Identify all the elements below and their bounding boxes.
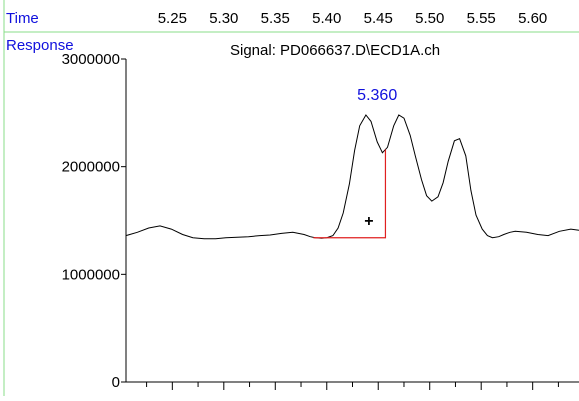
annotations: 5.360 + — [357, 87, 397, 230]
y-tick-label: 0 — [112, 374, 120, 391]
x-tick-label: 5.45 — [364, 10, 393, 27]
x-tick-label: 5.40 — [312, 10, 341, 27]
x-tick-labels: 5.25 5.30 5.35 5.40 5.45 5.50 5.55 5.60 — [158, 10, 548, 27]
time-label: Time — [6, 10, 39, 27]
chart-title: Signal: PD066637.D\ECD1A.ch — [230, 42, 440, 59]
y-tick-label: 1000000 — [62, 266, 120, 283]
crosshair-marker: + — [364, 213, 373, 230]
x-tick-label: 5.60 — [518, 10, 547, 27]
y-tick-label: 2000000 — [62, 159, 120, 176]
x-tick-label: 5.25 — [158, 10, 187, 27]
peak-label: 5.360 — [357, 87, 397, 104]
y-tick-label: 3000000 — [62, 51, 120, 68]
y-axis-ticks: 0 1000000 2000000 3000000 — [62, 51, 126, 391]
x-tick-label: 5.30 — [209, 10, 238, 27]
x-tick-marks — [146, 382, 559, 390]
response-label: Response — [6, 37, 74, 54]
integration-baseline — [313, 149, 387, 239]
x-tick-label: 5.35 — [261, 10, 290, 27]
signal-trace — [125, 114, 579, 240]
x-tick-label: 5.55 — [467, 10, 496, 27]
x-tick-label: 5.50 — [415, 10, 444, 27]
